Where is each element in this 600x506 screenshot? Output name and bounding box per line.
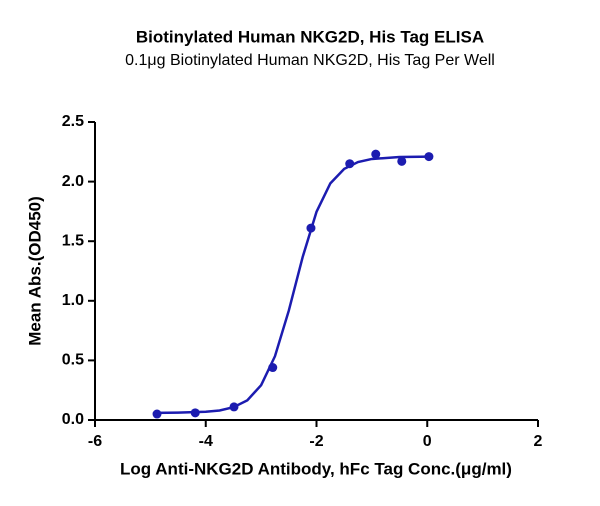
- chart-title: Biotinylated Human NKG2D, His Tag ELISA: [136, 27, 484, 46]
- data-point: [268, 363, 278, 373]
- y-axis-label: Mean Abs.(OD450): [25, 196, 44, 346]
- chart-subtitle: 0.1μg Biotinylated Human NKG2D, His Tag …: [125, 52, 495, 69]
- data-point: [229, 402, 239, 412]
- data-point: [424, 152, 434, 162]
- x-tick-label: -2: [309, 433, 323, 450]
- x-tick-label: 0: [423, 433, 432, 450]
- x-axis-label: Log Anti-NKG2D Antibody, hFc Tag Conc.(μ…: [120, 459, 512, 478]
- y-tick-label: 2.0: [62, 173, 84, 190]
- data-point: [152, 409, 162, 419]
- y-tick-label: 1.0: [62, 292, 84, 309]
- data-point: [397, 156, 407, 166]
- data-point: [190, 408, 200, 418]
- x-tick-label: -6: [88, 433, 102, 450]
- x-tick-label: 2: [534, 433, 543, 450]
- data-point: [371, 149, 381, 159]
- data-point: [345, 159, 355, 169]
- y-tick-label: 1.5: [62, 232, 84, 249]
- y-tick-label: 0.0: [62, 411, 84, 428]
- x-tick-label: -4: [199, 433, 213, 450]
- y-tick-label: 2.5: [62, 113, 84, 130]
- y-tick-label: 0.5: [62, 352, 84, 369]
- fit-curve: [155, 155, 431, 415]
- data-point: [306, 223, 316, 233]
